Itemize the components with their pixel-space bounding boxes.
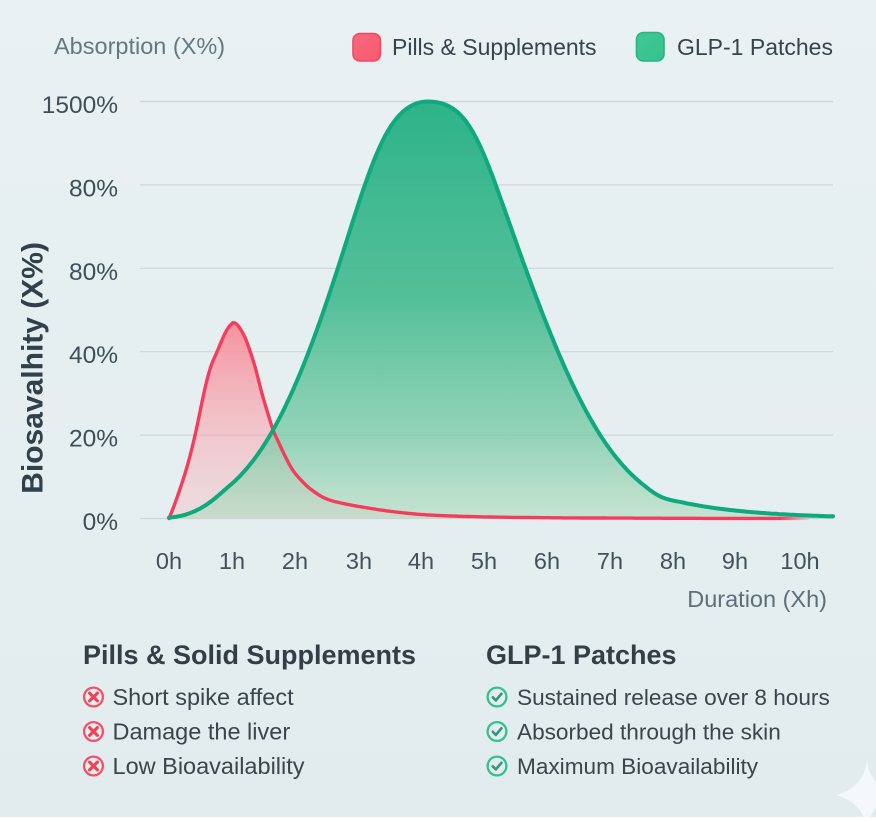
svg-text:40%: 40% xyxy=(69,342,118,369)
svg-text:80%: 80% xyxy=(69,175,118,202)
svg-text:80%: 80% xyxy=(69,259,118,286)
svg-text:9h: 9h xyxy=(722,548,748,574)
svg-text:5h: 5h xyxy=(471,548,497,574)
svg-text:1500%: 1500% xyxy=(42,92,118,119)
svg-text:20%: 20% xyxy=(69,426,118,453)
svg-text:GLP-1 Patches: GLP-1 Patches xyxy=(677,34,833,60)
svg-text:Sustained release over 8 hours: Sustained release over 8 hours xyxy=(517,685,830,710)
svg-text:Low Bioavailability: Low Bioavailability xyxy=(113,753,305,779)
svg-text:1h: 1h xyxy=(219,548,245,574)
svg-text:Short spike affect: Short spike affect xyxy=(113,684,295,710)
svg-text:8h: 8h xyxy=(660,548,686,574)
svg-text:Absorbed through the skin: Absorbed through the skin xyxy=(517,720,781,745)
svg-text:0h: 0h xyxy=(156,548,182,574)
svg-text:Absorption (X%): Absorption (X%) xyxy=(54,33,225,59)
svg-text:4h: 4h xyxy=(408,548,434,574)
svg-text:0%: 0% xyxy=(83,509,118,536)
svg-text:Maximum Bioavailability: Maximum Bioavailability xyxy=(517,754,759,779)
svg-text:Pills & Supplements: Pills & Supplements xyxy=(392,34,597,60)
svg-text:GLP-1 Patches: GLP-1 Patches xyxy=(486,640,677,670)
svg-text:Biosavalhity (X%): Biosavalhity (X%) xyxy=(17,242,50,494)
svg-text:2h: 2h xyxy=(282,548,308,574)
svg-text:Duration (Xh): Duration (Xh) xyxy=(687,586,827,612)
svg-text:3h: 3h xyxy=(346,548,372,574)
svg-text:Pills & Solid Supplements: Pills & Solid Supplements xyxy=(83,640,416,670)
svg-text:7h: 7h xyxy=(597,548,623,574)
svg-text:Damage the liver: Damage the liver xyxy=(113,719,291,745)
svg-text:10h: 10h xyxy=(780,548,819,574)
svg-text:6h: 6h xyxy=(534,548,560,574)
